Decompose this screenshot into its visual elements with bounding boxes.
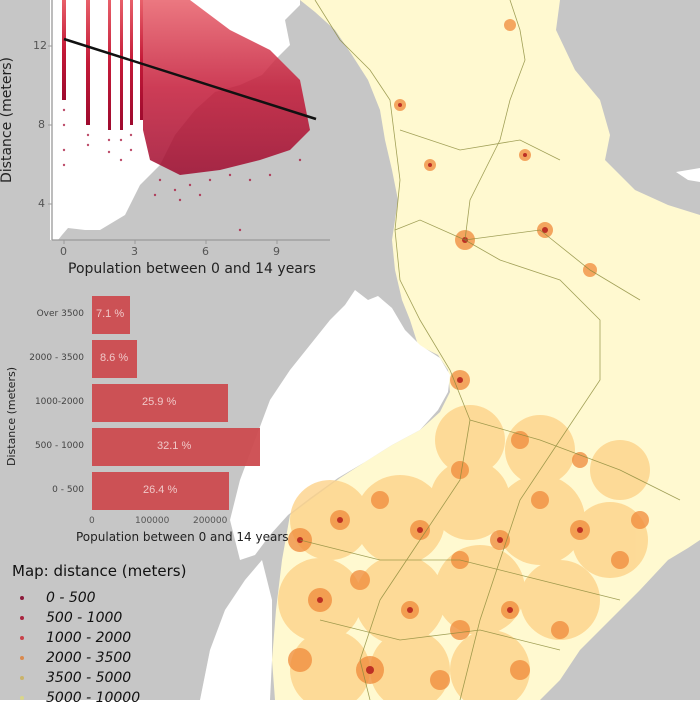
- category-500-1000: 500 - 1000: [34, 441, 84, 451]
- gulf-of-finland: [200, 560, 272, 700]
- road-network: [299, 0, 681, 700]
- legend-dot-icon: [20, 676, 24, 680]
- legend-item-1000-2000: 1000 - 2000: [16, 629, 131, 647]
- category-over-3500: Over 3500: [36, 309, 84, 319]
- legend-dot-icon: [20, 636, 24, 640]
- regression-line: [63, 37, 317, 121]
- category-0-500: 0 - 500: [52, 485, 84, 495]
- y-tick-12: 12: [33, 39, 47, 52]
- russia-region: [560, 0, 700, 180]
- category-1000-2000: 1000-2000: [34, 397, 84, 407]
- bar-2000-3500: [92, 340, 137, 378]
- legend-item-5000-10000: 5000 - 10000: [16, 689, 140, 707]
- bar-label-0-500: 26.4 %: [143, 484, 178, 496]
- bar-x-tick-0: 0: [89, 516, 95, 526]
- legend-item-3500-5000: 3500 - 5000: [16, 669, 131, 687]
- legend-dot-icon: [20, 616, 24, 620]
- y-tick-4: 4: [38, 197, 45, 210]
- gulf-of-bothnia: [230, 290, 450, 560]
- legend-dot-icon: [20, 696, 24, 700]
- scatter-plot: [48, 0, 330, 244]
- bar-over-3500: [92, 296, 130, 334]
- legend-title: Map: distance (meters): [12, 562, 187, 580]
- scatter-x-axis-title: Population between 0 and 14 years: [68, 261, 316, 277]
- x-tick-9: 9: [273, 245, 280, 258]
- x-tick-0: 0: [60, 245, 67, 258]
- scatter-y-axis-title: Distance (meters): [0, 57, 15, 183]
- legend-item-2000-3500: 2000 - 3500: [16, 649, 131, 667]
- bar-x-axis-title: Population between 0 and 14 years: [76, 530, 289, 544]
- bar-x-tick-100000: 100000: [135, 516, 170, 526]
- category-2000-3500: 2000 - 3500: [29, 353, 84, 363]
- legend-item-500-1000: 500 - 1000: [16, 609, 122, 627]
- scatter-outliers: [62, 108, 302, 232]
- legend-item-0-500: 0 - 500: [16, 589, 96, 607]
- bar-label-500-1000: 32.1 %: [157, 440, 192, 452]
- bar-x-tick-200000: 200000: [193, 516, 228, 526]
- bar-500-1000: [92, 428, 260, 466]
- bar-0-500: [92, 472, 229, 510]
- bar-label-over-3500: 7.1 %: [96, 308, 125, 320]
- x-tick-6: 6: [202, 245, 209, 258]
- scatter-points: [62, 0, 310, 175]
- lake-inlet: [676, 168, 700, 182]
- bar-label-2000-3500: 8.6 %: [100, 352, 129, 364]
- bar-label-1000-2000: 25.9 %: [142, 396, 177, 408]
- x-tick-3: 3: [131, 245, 138, 258]
- y-tick-8: 8: [38, 118, 45, 131]
- legend-dot-icon: [20, 656, 24, 660]
- bar-1000-2000: [92, 384, 228, 422]
- bar-y-axis-title: Distance (meters): [5, 367, 18, 466]
- legend-dot-icon: [20, 596, 24, 600]
